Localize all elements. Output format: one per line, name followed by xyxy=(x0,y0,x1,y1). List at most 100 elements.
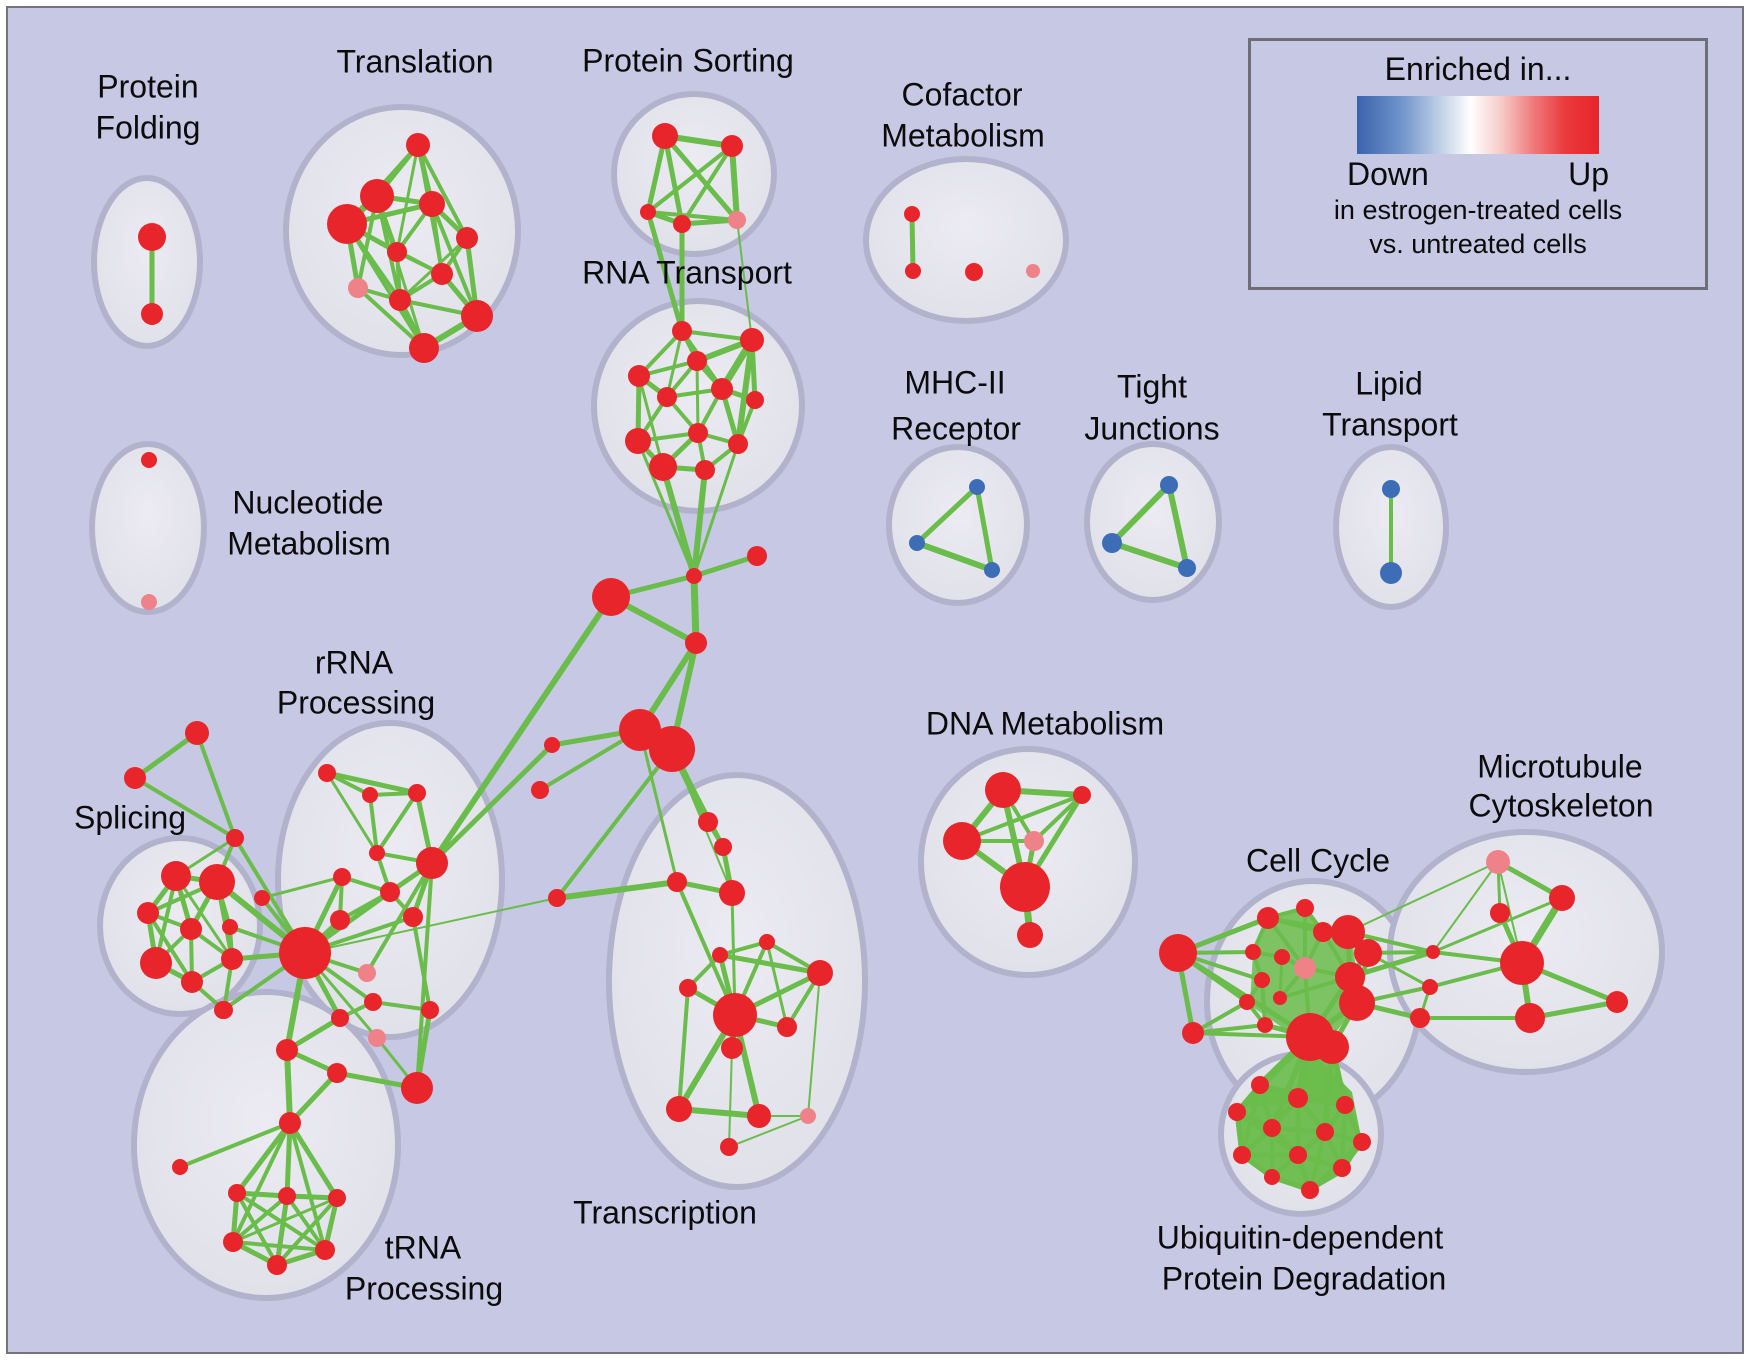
ubiquitin-degradation-node xyxy=(1316,1123,1334,1141)
splicing-node xyxy=(226,829,244,847)
rrna-processing-node xyxy=(401,1072,433,1104)
transcription-edge xyxy=(728,1047,733,1148)
tight-junctions-node xyxy=(1178,559,1196,577)
transcription-node xyxy=(720,1138,738,1156)
cell-cycle-node xyxy=(1315,1030,1349,1064)
transcription-edge xyxy=(765,941,789,1028)
trna-processing-node xyxy=(267,1255,287,1275)
tight-junctions-node xyxy=(1102,533,1122,553)
nucleotide-metabolism-node xyxy=(141,594,157,610)
mhc-ii-receptor-edge xyxy=(974,486,995,571)
cell-cycle-node xyxy=(1245,944,1261,960)
ubiquitin-degradation-node xyxy=(1301,1181,1319,1199)
cross-edge xyxy=(638,729,679,883)
transcription-node xyxy=(667,872,687,892)
splicing-edge xyxy=(195,732,237,839)
transcription-node xyxy=(807,960,833,986)
interconnect-node xyxy=(544,737,560,753)
trna-processing-node xyxy=(279,1112,301,1134)
rrna-processing-node xyxy=(358,964,376,982)
rna-transport-edge xyxy=(637,375,665,468)
microtubule-cytoskeleton-label: Cytoskeleton xyxy=(1469,787,1654,823)
dna-metabolism-node xyxy=(1024,831,1044,851)
legend-caption-line1: in estrogen-treated cells xyxy=(1333,195,1623,225)
protein-sorting-edge xyxy=(662,135,685,225)
cell-cycle-node xyxy=(1182,1022,1204,1044)
mhc-ii-receptor-node xyxy=(909,535,925,551)
translation-node xyxy=(387,242,407,262)
ubiquitin-degradation-node xyxy=(1264,1169,1280,1185)
figure-canvas: Protein Folding Translation Protein Sorting… xyxy=(6,6,1744,1354)
cross-edge xyxy=(430,743,554,865)
trna-processing-edge xyxy=(287,1121,340,1200)
protein-sorting-edge xyxy=(663,134,739,222)
dna-metabolism-label: DNA Metabolism xyxy=(926,705,1164,741)
rrna-processing-ellipse xyxy=(275,720,505,1040)
mhc-ii-receptor-ellipse xyxy=(886,444,1030,606)
nucleotide-metabolism-label: Nucleotide xyxy=(232,484,383,520)
cofactor-metabolism-edge xyxy=(909,213,916,272)
cofactor-metabolism-node xyxy=(904,206,920,222)
microtubule-cytoskeleton-node xyxy=(1490,903,1510,923)
rna-transport-node xyxy=(695,460,715,480)
dna-metabolism-edge xyxy=(1032,793,1084,843)
rrna-processing-node xyxy=(369,845,385,861)
cell-cycle-node xyxy=(1239,994,1255,1010)
microtubule-cytoskeleton-node xyxy=(1486,850,1510,874)
dna-metabolism-node xyxy=(1000,862,1050,912)
cross-edge xyxy=(692,443,740,577)
rna-transport-node xyxy=(688,423,708,443)
splicing-node xyxy=(221,948,243,970)
tight-junctions-edge xyxy=(1109,482,1172,546)
rna-transport-node xyxy=(672,321,692,341)
trna-processing-node xyxy=(278,1187,296,1205)
microtubule-cytoskeleton-node xyxy=(1410,1008,1430,1028)
ubiquitin-degradation-label: Ubiquitin-dependent xyxy=(1157,1219,1444,1255)
tight-junctions-edge xyxy=(1111,540,1188,571)
cell-cycle-node xyxy=(1159,934,1197,972)
splicing-node xyxy=(185,721,209,745)
ubiquitin-degradation-node xyxy=(1333,1159,1351,1177)
trna-processing-edge xyxy=(235,1192,279,1266)
translation-node xyxy=(419,191,445,217)
transcription-edge xyxy=(728,1115,809,1148)
legend-box: Enriched in... Down Up in estrogen-treat… xyxy=(1248,38,1708,290)
microtubule-cytoskeleton-node xyxy=(1549,885,1575,911)
tight-junctions-edge xyxy=(1166,484,1190,569)
trna-processing-edge xyxy=(284,1122,293,1197)
rna-transport-node xyxy=(740,328,764,352)
transcription-node xyxy=(666,1096,692,1122)
translation-node xyxy=(431,263,453,285)
trna-processing-node xyxy=(172,1159,188,1175)
tight-junctions-ellipse xyxy=(1084,441,1222,603)
cluster-labels: Protein Folding Translation Protein Sorting… xyxy=(74,42,1654,1306)
rrna-processing-edge xyxy=(411,916,432,1011)
ubiquitin-degradation-label: Protein Degradation xyxy=(1162,1260,1447,1296)
interconnect-node xyxy=(649,726,695,772)
rna-transport-node xyxy=(711,378,733,400)
rrna-processing-node xyxy=(331,1009,349,1027)
rna-transport-edge xyxy=(695,360,700,434)
transcription-edge xyxy=(677,987,690,1110)
cell-cycle-node xyxy=(1257,1017,1273,1033)
microtubule-cytoskeleton-node xyxy=(1500,941,1544,985)
translation-node xyxy=(461,300,493,332)
protein-sorting-label: Protein Sorting xyxy=(582,42,794,78)
rrna-processing-node xyxy=(330,910,350,930)
splicing-edge xyxy=(133,730,199,781)
cell-cycle-node xyxy=(1274,949,1290,965)
transcription-node xyxy=(698,812,718,832)
trna-processing-edge xyxy=(232,1196,338,1244)
trna-processing-edge xyxy=(231,1194,289,1244)
rrna-processing-node xyxy=(279,927,331,979)
cell-cycle-node xyxy=(1296,899,1314,917)
rrna-processing-node xyxy=(368,1029,386,1047)
dna-metabolism-node xyxy=(1017,922,1043,948)
protein-sorting-edge xyxy=(681,217,738,227)
transcription-node xyxy=(800,1108,816,1124)
protein-folding-node xyxy=(141,303,163,325)
nucleotide-metabolism-ellipse xyxy=(89,441,207,615)
splicing-node xyxy=(199,864,235,900)
translation-node xyxy=(327,204,367,244)
rrna-processing-edge xyxy=(365,861,434,975)
